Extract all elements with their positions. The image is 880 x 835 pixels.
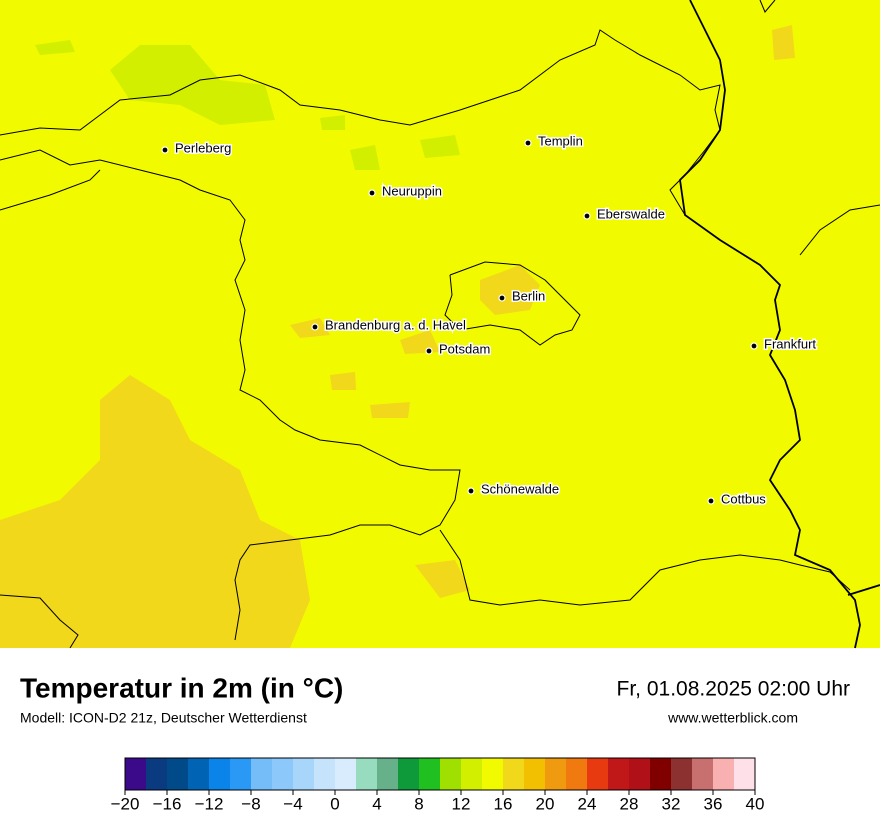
colorbar-tick-label: 24 xyxy=(578,794,597,813)
colorbar-tick-label: 32 xyxy=(662,794,681,813)
colorbar-tick-label: −16 xyxy=(153,794,182,813)
colorbar-swatch xyxy=(188,758,210,790)
colorbar-swatch xyxy=(734,758,756,790)
city-dot xyxy=(524,139,532,147)
colorbar-tick-label: 8 xyxy=(414,794,423,813)
subtitle: Modell: ICON-D2 21z, Deutscher Wetterdie… xyxy=(20,710,307,726)
colorbar-swatch xyxy=(293,758,315,790)
colorbar-tick-label: −4 xyxy=(283,794,302,813)
colorbar-swatch xyxy=(587,758,609,790)
city-dot xyxy=(161,146,169,154)
colorbar-swatch xyxy=(356,758,378,790)
city-dot xyxy=(311,323,319,331)
website: www.wetterblick.com xyxy=(667,710,798,726)
city-label: Templin xyxy=(538,133,583,148)
colorbar-swatch xyxy=(377,758,399,790)
city-dot xyxy=(498,294,506,302)
colorbar-tick-label: 0 xyxy=(330,794,339,813)
city-label: Neuruppin xyxy=(382,183,442,198)
colorbar-tick-label: −8 xyxy=(241,794,260,813)
colorbar-swatch xyxy=(608,758,630,790)
colorbar-tick-label: 28 xyxy=(620,794,639,813)
colorbar-tick-label: 40 xyxy=(746,794,765,813)
valid-time: Fr, 01.08.2025 02:00 Uhr xyxy=(617,678,851,701)
city-dot xyxy=(583,212,591,220)
city-label: Eberswalde xyxy=(597,206,665,221)
colorbar-swatch xyxy=(125,758,147,790)
colorbar-swatch xyxy=(692,758,714,790)
city-label: Frankfurt xyxy=(764,336,816,351)
city-label: Schönewalde xyxy=(481,481,559,496)
colorbar-tick-label: 36 xyxy=(704,794,723,813)
colorbar-swatch xyxy=(251,758,273,790)
colorbar-frame xyxy=(124,757,756,791)
colorbar-swatch xyxy=(146,758,168,790)
city-label: Potsdam xyxy=(439,341,490,356)
map: Perleberg Templin Neuruppin Eberswalde Berli… xyxy=(0,0,880,649)
colorbar-swatch xyxy=(629,758,651,790)
colorbar-tick-label: −12 xyxy=(195,794,224,813)
colorbar-swatch xyxy=(209,758,231,790)
city-label: Berlin xyxy=(512,288,545,303)
city-dot xyxy=(467,487,475,495)
city-label: Perleberg xyxy=(175,140,231,155)
colorbar-swatch xyxy=(713,758,735,790)
colorbar-tick-label: 12 xyxy=(452,794,471,813)
colorbar-swatch xyxy=(650,758,672,790)
colorbar-swatch xyxy=(482,758,504,790)
city-label: Cottbus xyxy=(721,491,766,506)
colorbar-swatch xyxy=(419,758,441,790)
city-dot xyxy=(750,342,758,350)
colorbar-swatch xyxy=(671,758,693,790)
city-dot xyxy=(368,189,376,197)
title: Temperatur in 2m (in °C) xyxy=(20,672,343,703)
borders xyxy=(0,0,880,649)
colorbar-tick-label: 4 xyxy=(372,794,381,813)
cool-patches xyxy=(35,40,460,170)
city-label: Brandenburg a. d. Havel xyxy=(325,317,466,332)
city-dot xyxy=(707,497,715,505)
colorbar: −20 −16 −12 −8 −4 0 4 8 12 16 20 24 28 32 36 40 xyxy=(111,757,765,813)
colorbar-tick-label: −20 xyxy=(111,794,140,813)
colorbar-swatch xyxy=(167,758,189,790)
colorbar-swatch xyxy=(440,758,462,790)
colorbar-tick-label: 20 xyxy=(536,794,555,813)
colorbar-swatch xyxy=(566,758,588,790)
city-dot xyxy=(425,347,433,355)
colorbar-tick-label: 16 xyxy=(494,794,513,813)
colorbar-swatch xyxy=(335,758,357,790)
city-markers: Perleberg Templin Neuruppin Eberswalde Berli… xyxy=(161,132,818,508)
colorbar-swatch xyxy=(272,758,294,790)
colorbar-swatch xyxy=(461,758,483,790)
colorbar-swatch xyxy=(398,758,420,790)
colorbar-swatch xyxy=(314,758,336,790)
warm-patches xyxy=(0,25,795,648)
colorbar-swatch xyxy=(503,758,525,790)
colorbar-swatch xyxy=(524,758,546,790)
colorbar-swatch xyxy=(545,758,567,790)
colorbar-swatch xyxy=(230,758,252,790)
